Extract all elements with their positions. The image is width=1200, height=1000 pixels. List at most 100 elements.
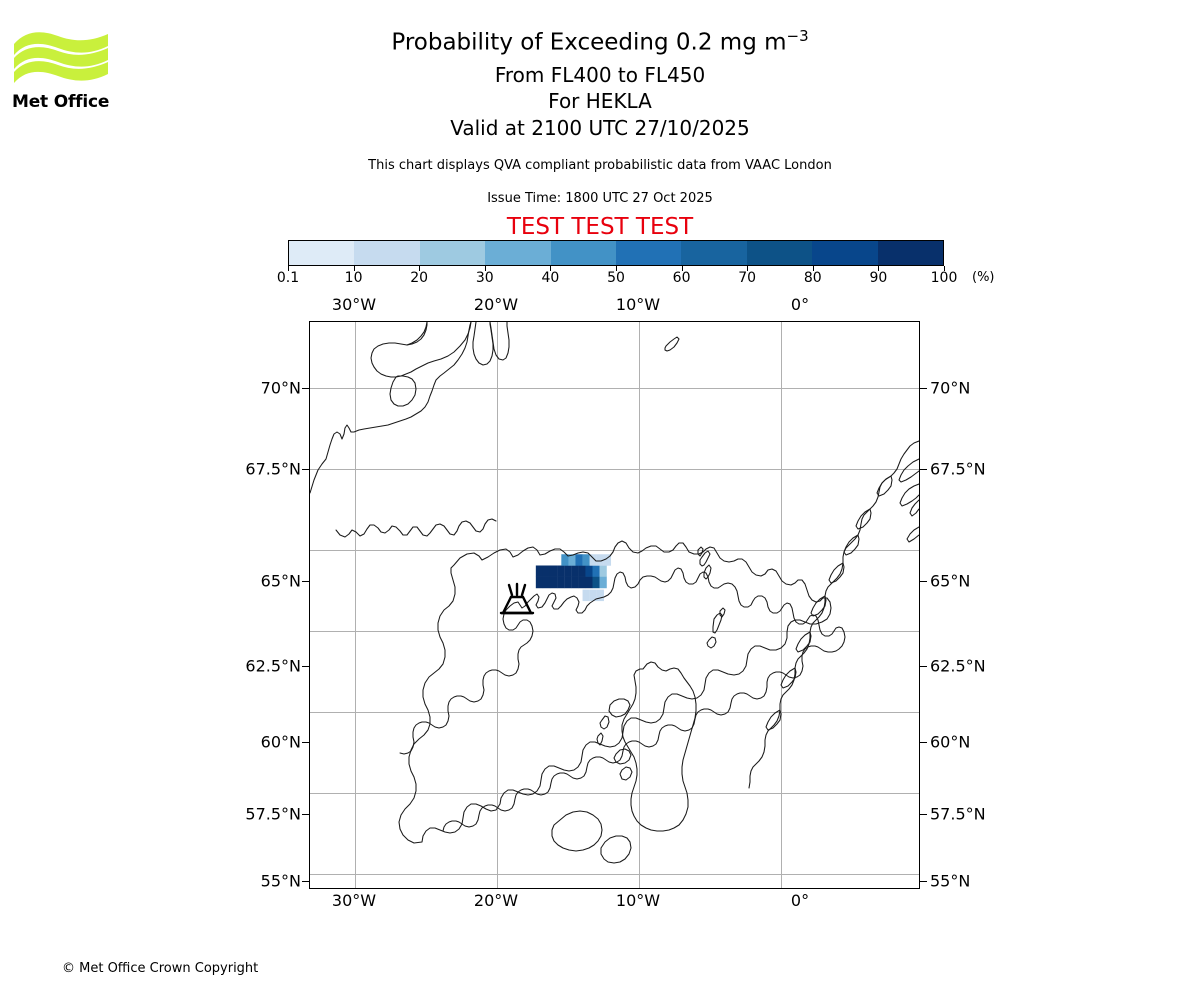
lon-label-bottom-0: 0°: [790, 891, 810, 910]
tick-lat-60n-right: [920, 742, 927, 743]
ash-cell: [564, 576, 572, 589]
colorbar-tick-20: [419, 266, 421, 271]
issue-time: Issue Time: 1800 UTC 27 Oct 2025: [487, 191, 713, 206]
ash-cell: [578, 576, 586, 589]
colorbar-tick-60: [681, 266, 683, 271]
lat-label-right-625n: 62.5°N: [930, 656, 986, 676]
colorbar-segment-7: [746, 241, 813, 265]
lon-label-top-10w: 10°W: [615, 295, 661, 314]
colorbar-segment-5: [616, 241, 682, 265]
ash-cell: [603, 554, 612, 566]
lat-label-right-575n: 57.5°N: [930, 804, 986, 824]
colorbar-tick-30: [484, 266, 486, 271]
tick-lat-625n-left: [302, 666, 309, 667]
ash-cell: [549, 565, 558, 577]
lat-label-right-55n: 55°N: [930, 871, 971, 891]
ash-cell: [571, 576, 579, 589]
colorbar-ticks: 0.1 10 20 30 40 50 60 70 80 90 100: [277, 266, 957, 288]
lon-label-bottom-20w: 20°W: [473, 891, 519, 910]
colorbar-tick-label-70: 70: [738, 270, 757, 286]
tick-lat-675n-left: [302, 469, 309, 470]
lat-label-left-60n: 60°N: [260, 732, 301, 752]
ash-cell: [589, 554, 597, 566]
: [551, 661, 697, 864]
shetland-orkney: [706, 607, 726, 649]
page-title-exponent: −3: [786, 27, 809, 45]
colorbar-tick-label-20: 20: [410, 270, 429, 286]
lat-label-left-65n: 65°N: [260, 571, 301, 591]
lon-label-top-20w: 20°W: [473, 295, 519, 314]
colorbar-tick-10: [353, 266, 355, 271]
tick-lat-65n-left: [302, 581, 309, 582]
lon-label-bottom-30w: 30°W: [331, 891, 377, 910]
lat-label-right-60n: 60°N: [930, 732, 971, 752]
colorbar-tick-label-30: 30: [475, 270, 494, 286]
flight-level-subtitle: From FL400 to FL450: [494, 63, 706, 87]
ash-cell: [535, 576, 544, 589]
colorbar-tick-70: [747, 266, 749, 271]
colorbar-segment-3: [485, 241, 551, 265]
colorbar-tick-0.1: [288, 266, 289, 271]
colorbar-tick-label-100: 100: [930, 270, 958, 286]
tick-lat-55n-left: [302, 881, 309, 882]
valid-time-subtitle: Valid at 2100 UTC 27/10/2025: [450, 116, 750, 140]
qva-note: This chart displays QVA compliant probab…: [368, 158, 832, 173]
tick-lat-575n-right: [920, 814, 927, 815]
colorbar-tick-label-80: 80: [803, 270, 822, 286]
ash-cell: [578, 565, 586, 577]
ash-cell: [542, 565, 551, 577]
colorbar-unit-label: (%): [972, 270, 995, 285]
ash-cell: [564, 565, 572, 577]
colorbar-segment-8: [812, 241, 878, 265]
colorbar-tick-label-60: 60: [672, 270, 691, 286]
ash-cell: [596, 554, 604, 566]
map-plot-area[interactable]: [309, 321, 920, 889]
coastlines: [310, 322, 846, 832]
ash-cell: [571, 565, 579, 577]
lat-label-left-675n: 67.5°N: [245, 459, 301, 479]
ash-probability-cells: [535, 554, 612, 602]
ash-cell: [575, 554, 583, 566]
colorbar-tick-label-10: 10: [344, 270, 363, 286]
test-banner: TEST TEST TEST: [506, 214, 694, 240]
page-title-text: Probability of Exceeding 0.2 mg m: [391, 29, 787, 56]
tick-lat-70n-right: [920, 388, 927, 389]
tick-lat-55n-right: [920, 881, 927, 882]
tick-lat-60n-left: [302, 742, 309, 743]
colorbar-segment-6: [681, 241, 747, 265]
colorbar-segment-4: [550, 241, 617, 265]
tick-lat-575n-left: [302, 814, 309, 815]
colorbar-gradient: [288, 240, 944, 266]
ash-cell: [561, 554, 569, 566]
volcano-subtitle: For HEKLA: [548, 89, 652, 113]
map-gridlines: [310, 322, 919, 888]
colorbar-tick-label-90: 90: [869, 270, 888, 286]
lon-label-top-0: 0°: [790, 295, 810, 314]
colorbar-tick-label-0.1: 0.1: [276, 270, 300, 286]
ash-cell: [589, 589, 597, 602]
colorbar-tick-50: [616, 266, 617, 271]
tick-lat-70n-left: [302, 388, 309, 389]
lat-label-right-65n: 65°N: [930, 571, 971, 591]
ash-cell: [599, 576, 607, 589]
ash-cell: [557, 565, 565, 577]
colorbar-tick-label-50: 50: [607, 270, 625, 286]
ash-cell: [542, 576, 551, 589]
tick-lat-65n-right: [920, 581, 927, 582]
ash-cell: [568, 554, 576, 566]
lat-label-left-575n: 57.5°N: [245, 804, 301, 824]
lat-label-left-70n: 70°N: [260, 378, 301, 398]
ash-cell: [582, 554, 590, 566]
colorbar-tick-90: [878, 266, 880, 271]
colorbar-segment-2: [419, 241, 486, 265]
colorbar-tick-100: [944, 266, 945, 271]
ash-cell: [592, 565, 600, 577]
colorbar-segment-0: [289, 241, 355, 265]
ash-cell: [585, 576, 593, 589]
ash-cell: [592, 576, 600, 589]
colorbar: 0.1 10 20 30 40 50 60 70 80 90 100: [277, 240, 957, 286]
ash-cell: [557, 576, 565, 589]
lat-label-right-675n: 67.5°N: [930, 459, 986, 479]
tick-lat-675n-right: [920, 469, 927, 470]
page-title: Probability of Exceeding 0.2 mg m−3: [0, 27, 1200, 56]
